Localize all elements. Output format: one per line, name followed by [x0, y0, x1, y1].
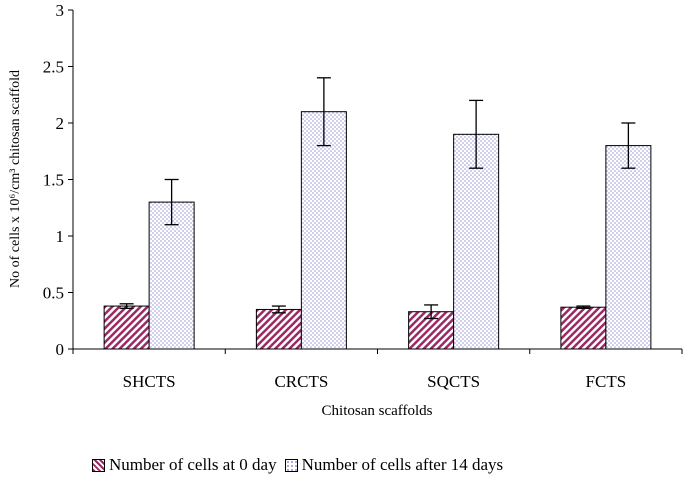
bar-day14-crcts [300, 111, 347, 350]
y-tick-label: 1.5 [43, 171, 64, 190]
y-tick-label: 2 [56, 114, 65, 133]
legend-item-day0: Number of cells at 0 day [92, 455, 277, 475]
legend-label-day14: Number of cells after 14 days [301, 455, 504, 474]
legend-label-day0: Number of cells at 0 day [109, 455, 277, 474]
y-tick-label: 0.5 [43, 284, 64, 303]
legend-swatch-day0 [92, 458, 105, 472]
x-axis-title: Chitosan scaffolds [322, 403, 433, 419]
y-tick-label: 2.5 [43, 58, 64, 77]
legend-swatch-day14 [284, 458, 298, 472]
bar-day14-sqcts [453, 133, 500, 350]
y-axis-title: No of cells x 10⁶/cm³ chitosan scaffold [8, 70, 23, 288]
x-tick-label: SQCTS [427, 372, 480, 391]
bar-day0-shcts [103, 305, 150, 350]
legend: Number of cells at 0 day Number of cells… [92, 454, 511, 476]
bar-day0-crcts [255, 308, 302, 350]
y-tick-label: 1 [56, 227, 65, 246]
y-tick-label: 3 [56, 1, 65, 20]
x-tick-label: FCTS [586, 372, 627, 391]
x-tick-label: SHCTS [123, 372, 176, 391]
x-tick-label: CRCTS [274, 372, 328, 391]
y-tick-label: 0 [56, 340, 65, 359]
bar-day14-shcts [148, 201, 195, 350]
bar-day14-fcts [605, 145, 652, 350]
legend-item-day14: Number of cells after 14 days [284, 455, 504, 475]
bar-day0-fcts [560, 306, 607, 350]
